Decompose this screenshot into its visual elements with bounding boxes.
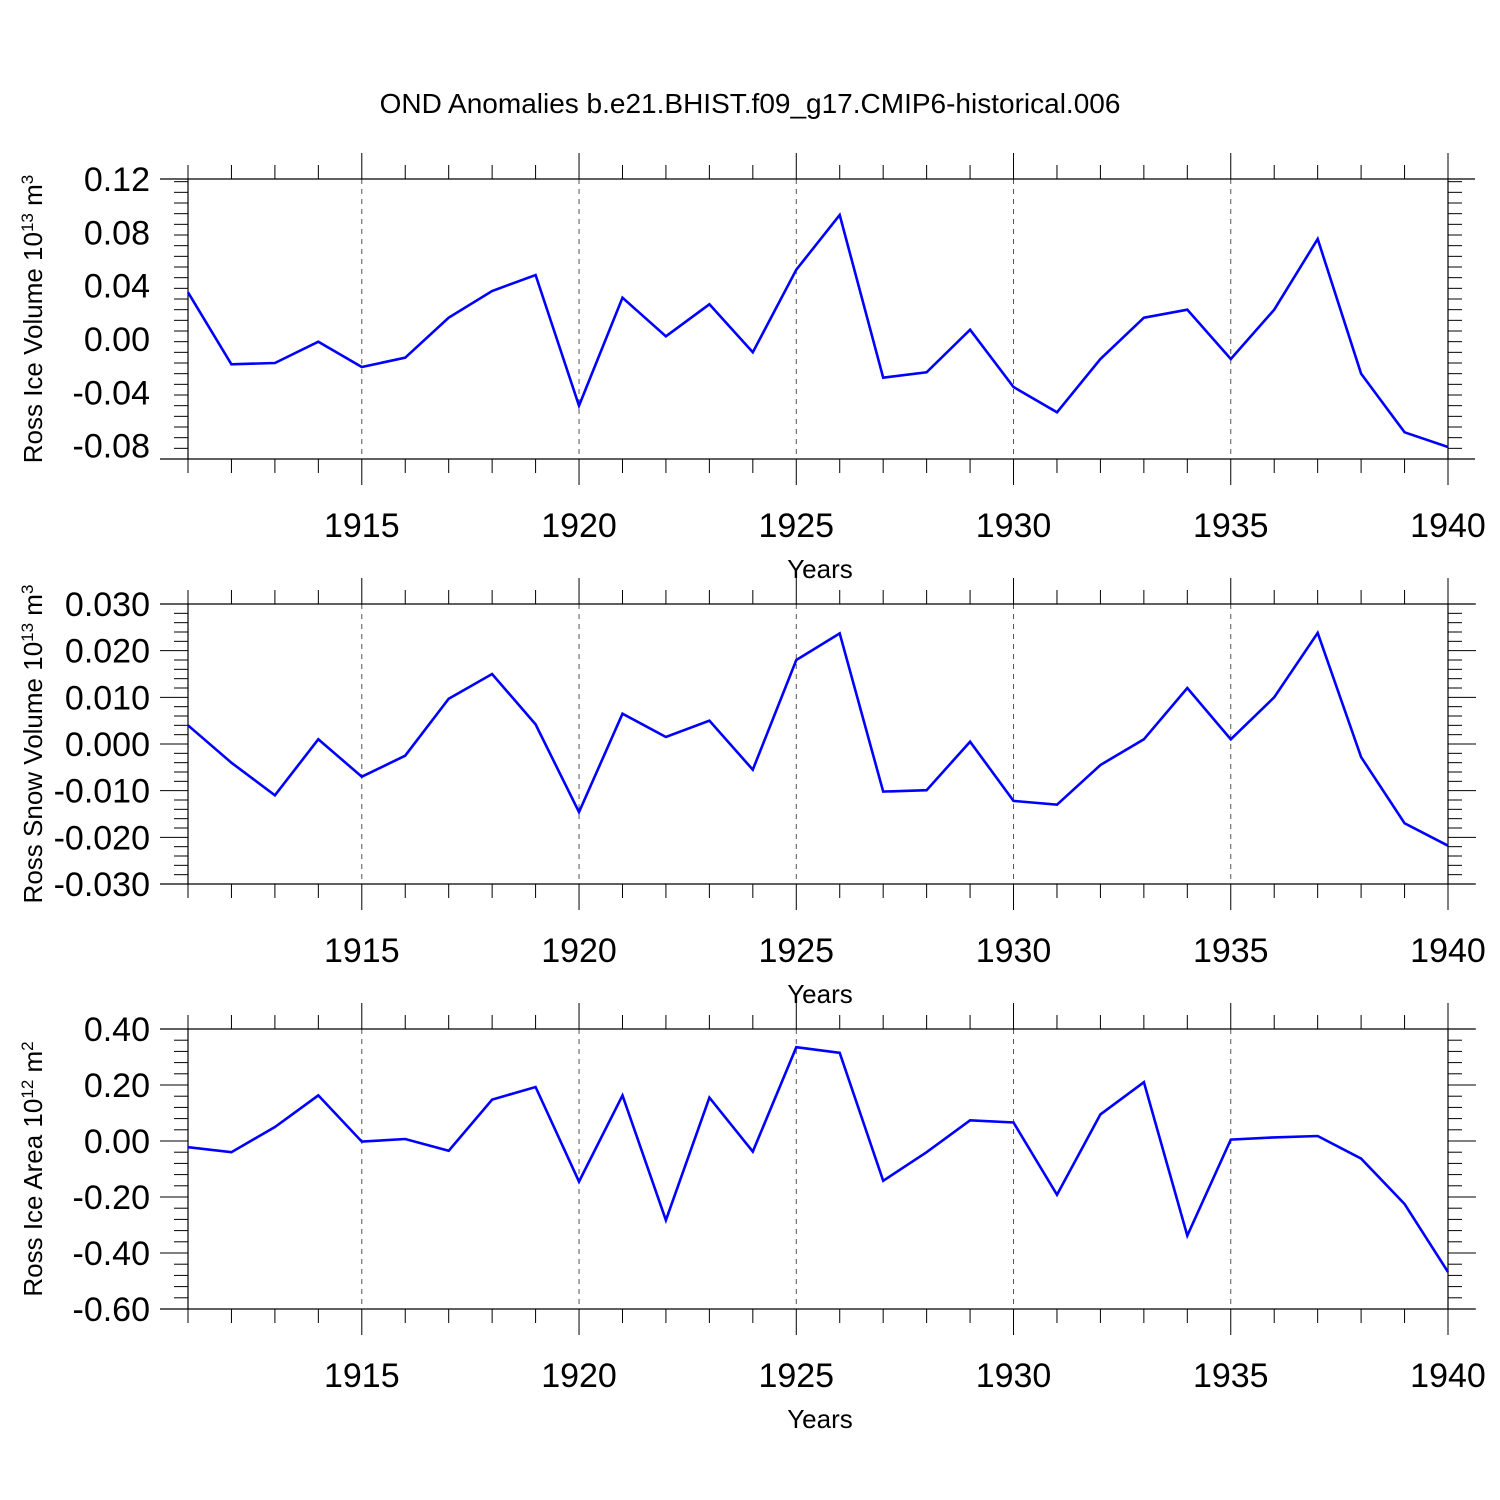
series-line [186, 212, 1449, 449]
y-axis-title-part: Ross Ice Area 10 [18, 1099, 48, 1297]
x-tick-label: 1920 [541, 932, 617, 970]
y-axis-title-part: Ross Snow Volume 10 [18, 642, 48, 904]
y-tick-label: 0.00 [84, 321, 150, 359]
x-tick-label: 1940 [1410, 1357, 1486, 1395]
y-tick-label: 0.20 [84, 1067, 150, 1105]
x-tick-label: 1925 [758, 507, 834, 545]
y-tick-label: -0.020 [54, 819, 150, 857]
y-axis-title: Ross Ice Area 1012 m2 [18, 1041, 49, 1296]
y-tick-label: 0.000 [65, 726, 150, 764]
y-tick-label: 0.04 [84, 268, 150, 306]
y-tick-label: 0.12 [84, 161, 150, 199]
y-axis-title-superscript: 3 [18, 585, 37, 594]
y-tick-label: 0.030 [65, 586, 150, 624]
y-axis-title-superscript: 13 [18, 213, 37, 232]
y-tick-label: -0.08 [73, 428, 151, 466]
y-axis-title-superscript: 3 [18, 175, 37, 184]
x-tick-label: 1935 [1193, 1357, 1269, 1395]
y-tick-label: 0.010 [65, 679, 150, 717]
y-tick-label: -0.010 [54, 773, 150, 811]
chart-title: OND Anomalies b.e21.BHIST.f09_g17.CMIP6-… [379, 88, 1121, 119]
x-tick-label: 1920 [541, 507, 617, 545]
x-tick-label: 1915 [324, 932, 400, 970]
x-tick-label: 1935 [1193, 932, 1269, 970]
y-axis-title: Ross Snow Volume 1013 m3 [18, 585, 49, 904]
x-tick-label: 1930 [976, 507, 1052, 545]
x-axis-title: Years [787, 1404, 853, 1434]
y-tick-label: -0.20 [73, 1179, 151, 1217]
y-tick-label: 0.08 [84, 214, 150, 252]
y-tick-label: -0.60 [73, 1291, 151, 1329]
y-axis-title-superscript: 13 [18, 623, 37, 642]
y-axis-title-part: m [18, 594, 48, 623]
panel-3: 0.40 0.20 0.00 -0.20 -0.40 -0.60 1915 1920 1925 1… [18, 1003, 1486, 1434]
series-line [187, 630, 1449, 847]
y-tick-label: -0.40 [73, 1235, 151, 1273]
x-axis-title: Years [787, 979, 853, 1009]
x-tick-label: 1915 [324, 1357, 400, 1395]
y-tick-label: 0.00 [84, 1123, 150, 1161]
y-axis-title-part: m [18, 1051, 48, 1080]
x-tick-label: 1940 [1410, 507, 1486, 545]
y-axis-title-part: m [18, 184, 48, 213]
x-tick-label: 1925 [758, 1357, 834, 1395]
y-tick-label: 0.020 [65, 633, 150, 671]
x-tick-label: 1920 [541, 1357, 617, 1395]
y-axis-title-part: Ross Ice Volume 10 [18, 232, 48, 463]
x-tick-label: 1915 [324, 507, 400, 545]
x-tick-label: 1935 [1193, 507, 1269, 545]
x-axis-title: Years [787, 554, 853, 584]
x-tick-label: 1925 [758, 932, 834, 970]
panel-2: 0.030 0.020 0.010 0.000 -0.010 -0.020 -0.030 19… [18, 578, 1486, 1009]
x-tick-label: 1930 [976, 932, 1052, 970]
x-tick-label: 1940 [1410, 932, 1486, 970]
y-axis-title-superscript: 12 [18, 1080, 37, 1099]
x-tick-label: 1930 [976, 1357, 1052, 1395]
y-tick-label: -0.04 [73, 374, 151, 412]
y-tick-label: 0.40 [84, 1011, 150, 1049]
y-axis-title-superscript: 2 [18, 1041, 37, 1050]
panel-1: 0.12 0.08 0.04 0.00 -0.04 -0.08 1915 1920 1925 19… [18, 153, 1486, 584]
series-line [187, 1045, 1450, 1273]
y-tick-label: -0.030 [54, 866, 150, 904]
y-axis-title: Ross Ice Volume 1013 m3 [18, 175, 49, 464]
